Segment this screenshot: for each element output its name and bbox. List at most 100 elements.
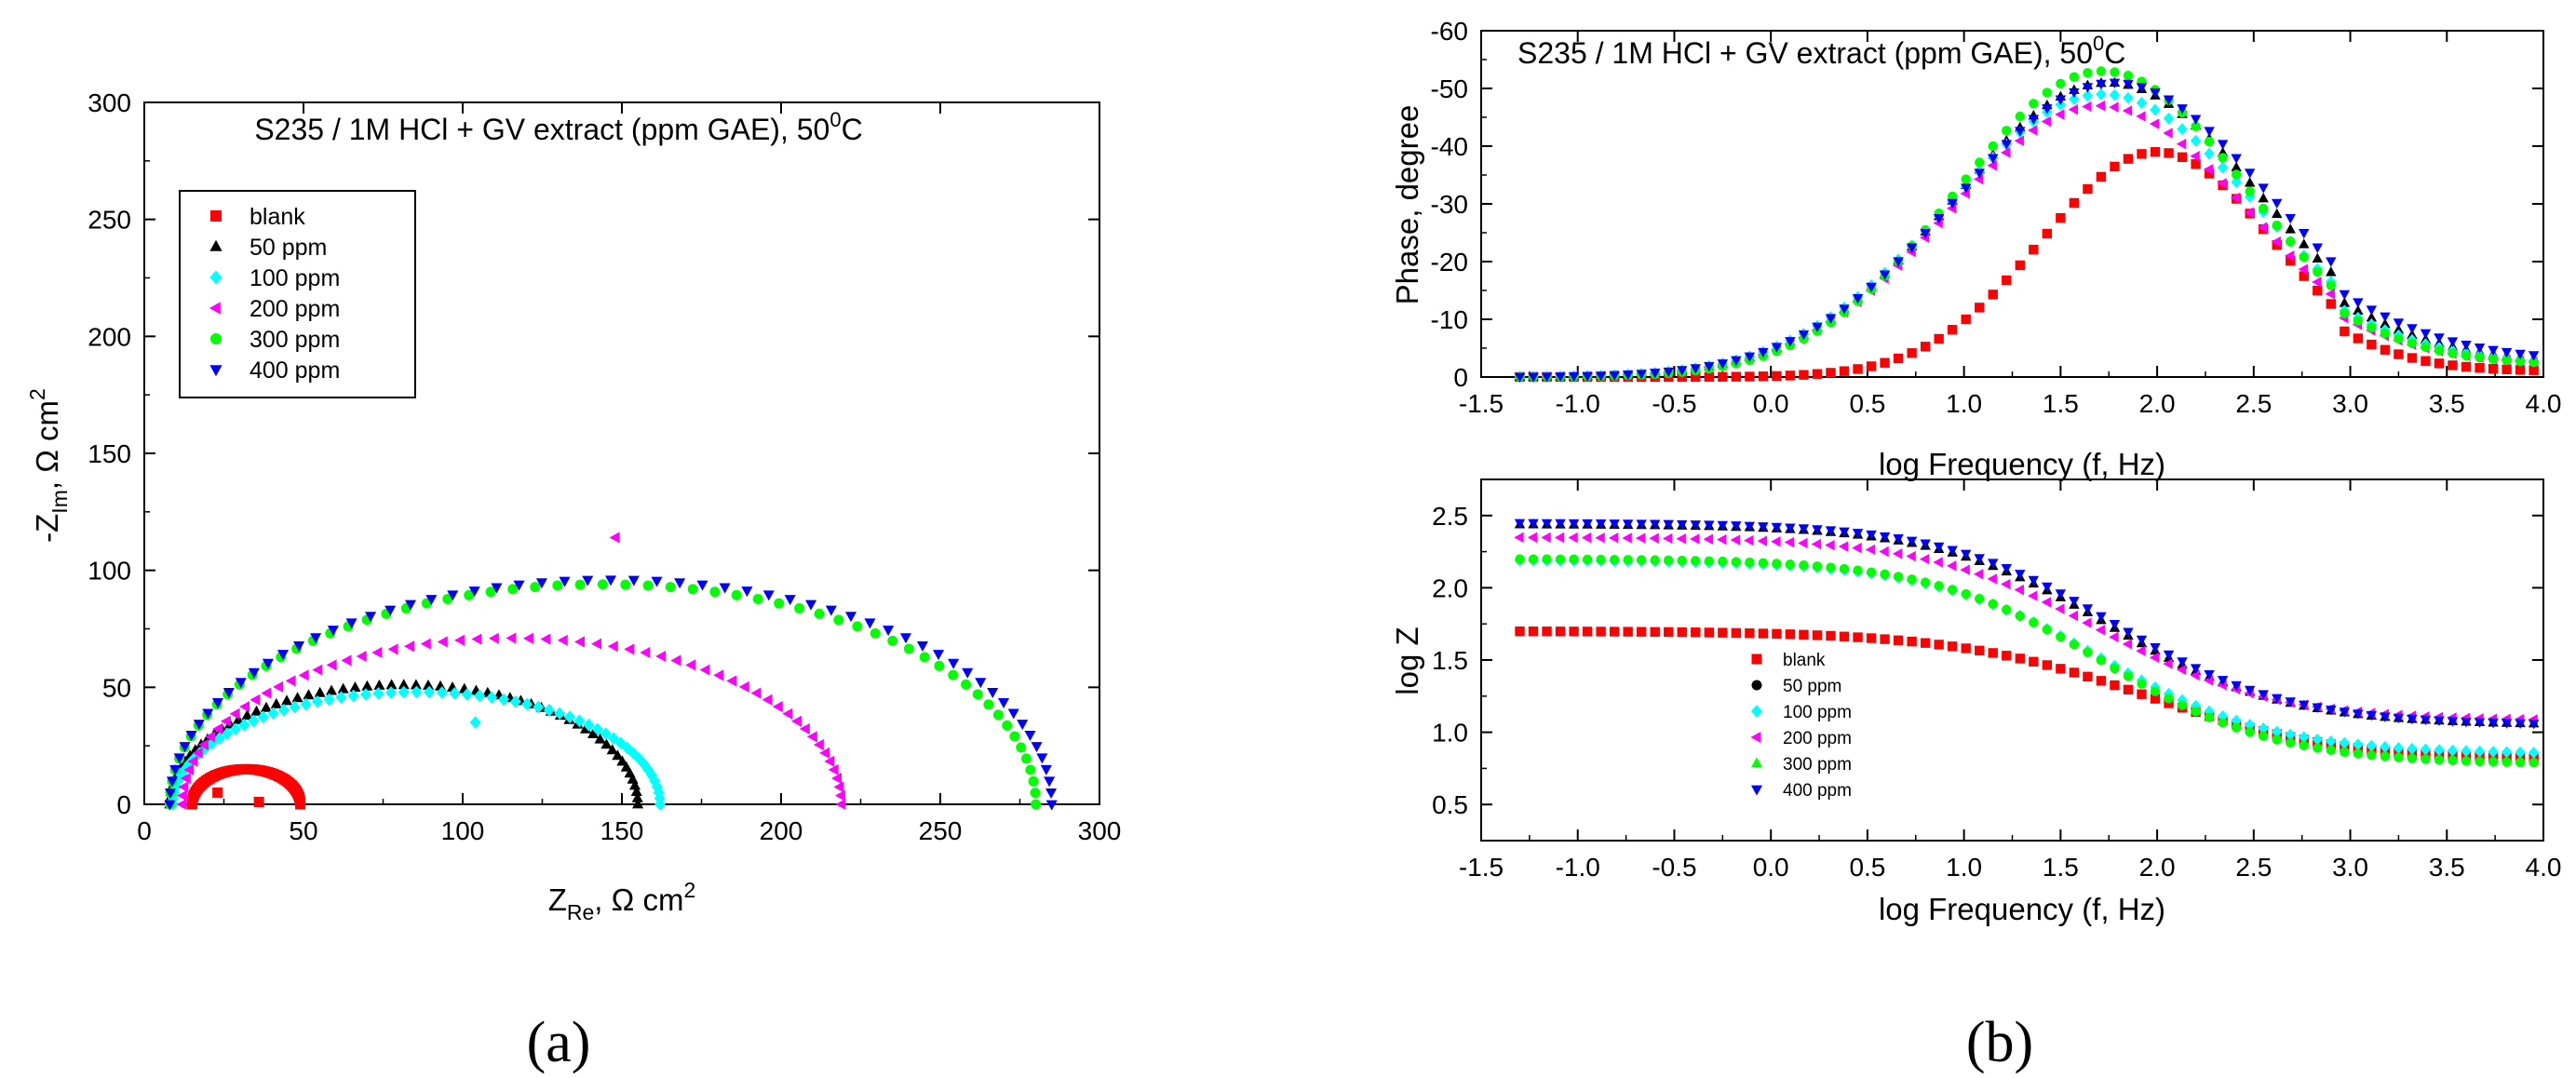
nyquist-point [632, 798, 644, 809]
nyquist-point [185, 731, 197, 742]
bode-point [2271, 725, 2283, 738]
phase-x-tick-label: 2.5 [2235, 389, 2272, 418]
bode-point [1975, 593, 1985, 604]
bode-point [2353, 748, 2364, 759]
bode-y-tick-label: 2.5 [1432, 502, 1468, 531]
bode-point [1960, 564, 1970, 575]
phase-point [2029, 99, 2039, 109]
bode-point [1853, 632, 1863, 642]
phase-point [2367, 322, 2377, 333]
nyquist-point [972, 689, 983, 700]
nyquist-point [498, 693, 510, 707]
nyquist-point [229, 707, 240, 720]
nyquist-point [212, 722, 223, 735]
nyquist-point [696, 580, 708, 591]
phase-point [2204, 168, 2215, 179]
phase-x-tick-label: 0.0 [1753, 389, 1789, 418]
nyquist-point [870, 627, 881, 639]
nyquist-y-tick-label: 150 [88, 439, 131, 468]
bode-point [2393, 713, 2405, 724]
nyquist-point [750, 687, 762, 699]
bode-point [2055, 589, 2067, 600]
bode-point [2150, 694, 2161, 704]
phase-point [1920, 229, 1931, 239]
bode-point [2136, 645, 2146, 656]
phase-x-tick-label: 3.5 [2429, 389, 2465, 418]
bode-point [1676, 532, 1686, 545]
bode-point [1785, 559, 1796, 570]
phase-point [1704, 371, 1714, 383]
nyquist-point [326, 684, 338, 695]
nyquist-legend-marker [210, 210, 222, 222]
phase-point [1988, 141, 1998, 152]
phase-point [1582, 371, 1593, 383]
bode-point [1826, 562, 1836, 573]
bode-point [2421, 754, 2431, 764]
bode-point [1515, 626, 1525, 637]
bode-point [2366, 739, 2378, 752]
phase-point [1852, 293, 1864, 304]
phase-point [2096, 88, 2107, 101]
phase-point [2109, 78, 2121, 89]
phase-point [1825, 314, 1837, 324]
nyquist-y-tick-label: 100 [88, 557, 131, 586]
phase-x-tick-label: 3.0 [2332, 389, 2368, 418]
phase-point [1731, 356, 1742, 367]
phase-point [2475, 363, 2485, 373]
bode-point [2136, 635, 2148, 646]
phase-point [2082, 89, 2094, 102]
phase-point [1595, 371, 1607, 382]
bode-point [1554, 532, 1565, 544]
phase-point [2461, 361, 2472, 372]
nyquist-point [975, 678, 987, 689]
bode-x-axis-label: log Frequency (f, Hz) [1879, 892, 2165, 926]
phase-point [2204, 147, 2215, 160]
nyquist-point [552, 580, 563, 591]
nyquist-point [398, 685, 410, 699]
nyquist-point [983, 699, 994, 710]
nyquist-point [540, 633, 551, 645]
nyquist-point [1028, 775, 1039, 787]
phase-point [2393, 324, 2405, 334]
bode-point [2109, 631, 2119, 643]
nyquist-point [934, 660, 945, 671]
bode-point [1879, 546, 1889, 558]
bode-point [2204, 712, 2215, 722]
nyquist-point [442, 593, 453, 604]
bode-point [1664, 555, 1674, 566]
nyquist-point [916, 640, 929, 652]
bode-point [1636, 627, 1647, 637]
bode-point [1662, 532, 1673, 545]
bode-point [2501, 719, 2513, 729]
phase-point [2258, 183, 2269, 194]
nyquist-point [655, 650, 667, 663]
bode-point [1568, 532, 1578, 544]
nyquist-point [522, 632, 533, 644]
nyquist-point [262, 658, 274, 669]
phase-point [2515, 357, 2526, 367]
nyquist-point [1020, 753, 1032, 764]
phase-point [1947, 198, 1958, 209]
bode-point [2312, 733, 2323, 746]
phase-point [1690, 364, 1701, 374]
bode-point [1975, 645, 1985, 656]
phase-point [1893, 257, 1904, 267]
phase-point [2042, 104, 2053, 115]
bode-point [1731, 521, 1742, 532]
bode-legend-label: 200 ppm [1783, 729, 1852, 748]
bode-point [2299, 740, 2309, 751]
nyquist-legend-label: 200 ppm [250, 296, 340, 322]
nyquist-point [640, 646, 651, 659]
nyquist-point [741, 586, 753, 598]
phase-point [2217, 140, 2229, 150]
bode-point [2244, 719, 2256, 732]
bode-magnitude-chart: -1.5 -1.0 -0.5 0.0 0.5 1.0 1.5 2.0 2.5 3.0 3.5 4.0 0… [1390, 478, 2561, 1074]
bode-point [1838, 541, 1849, 552]
nyquist-point [507, 584, 519, 595]
bode-point [1690, 520, 1701, 531]
bode-point [2191, 707, 2201, 717]
nyquist-point [183, 763, 195, 775]
phase-point [2002, 275, 2012, 286]
nyquist-point [173, 753, 185, 764]
bode-point [1947, 585, 1958, 595]
